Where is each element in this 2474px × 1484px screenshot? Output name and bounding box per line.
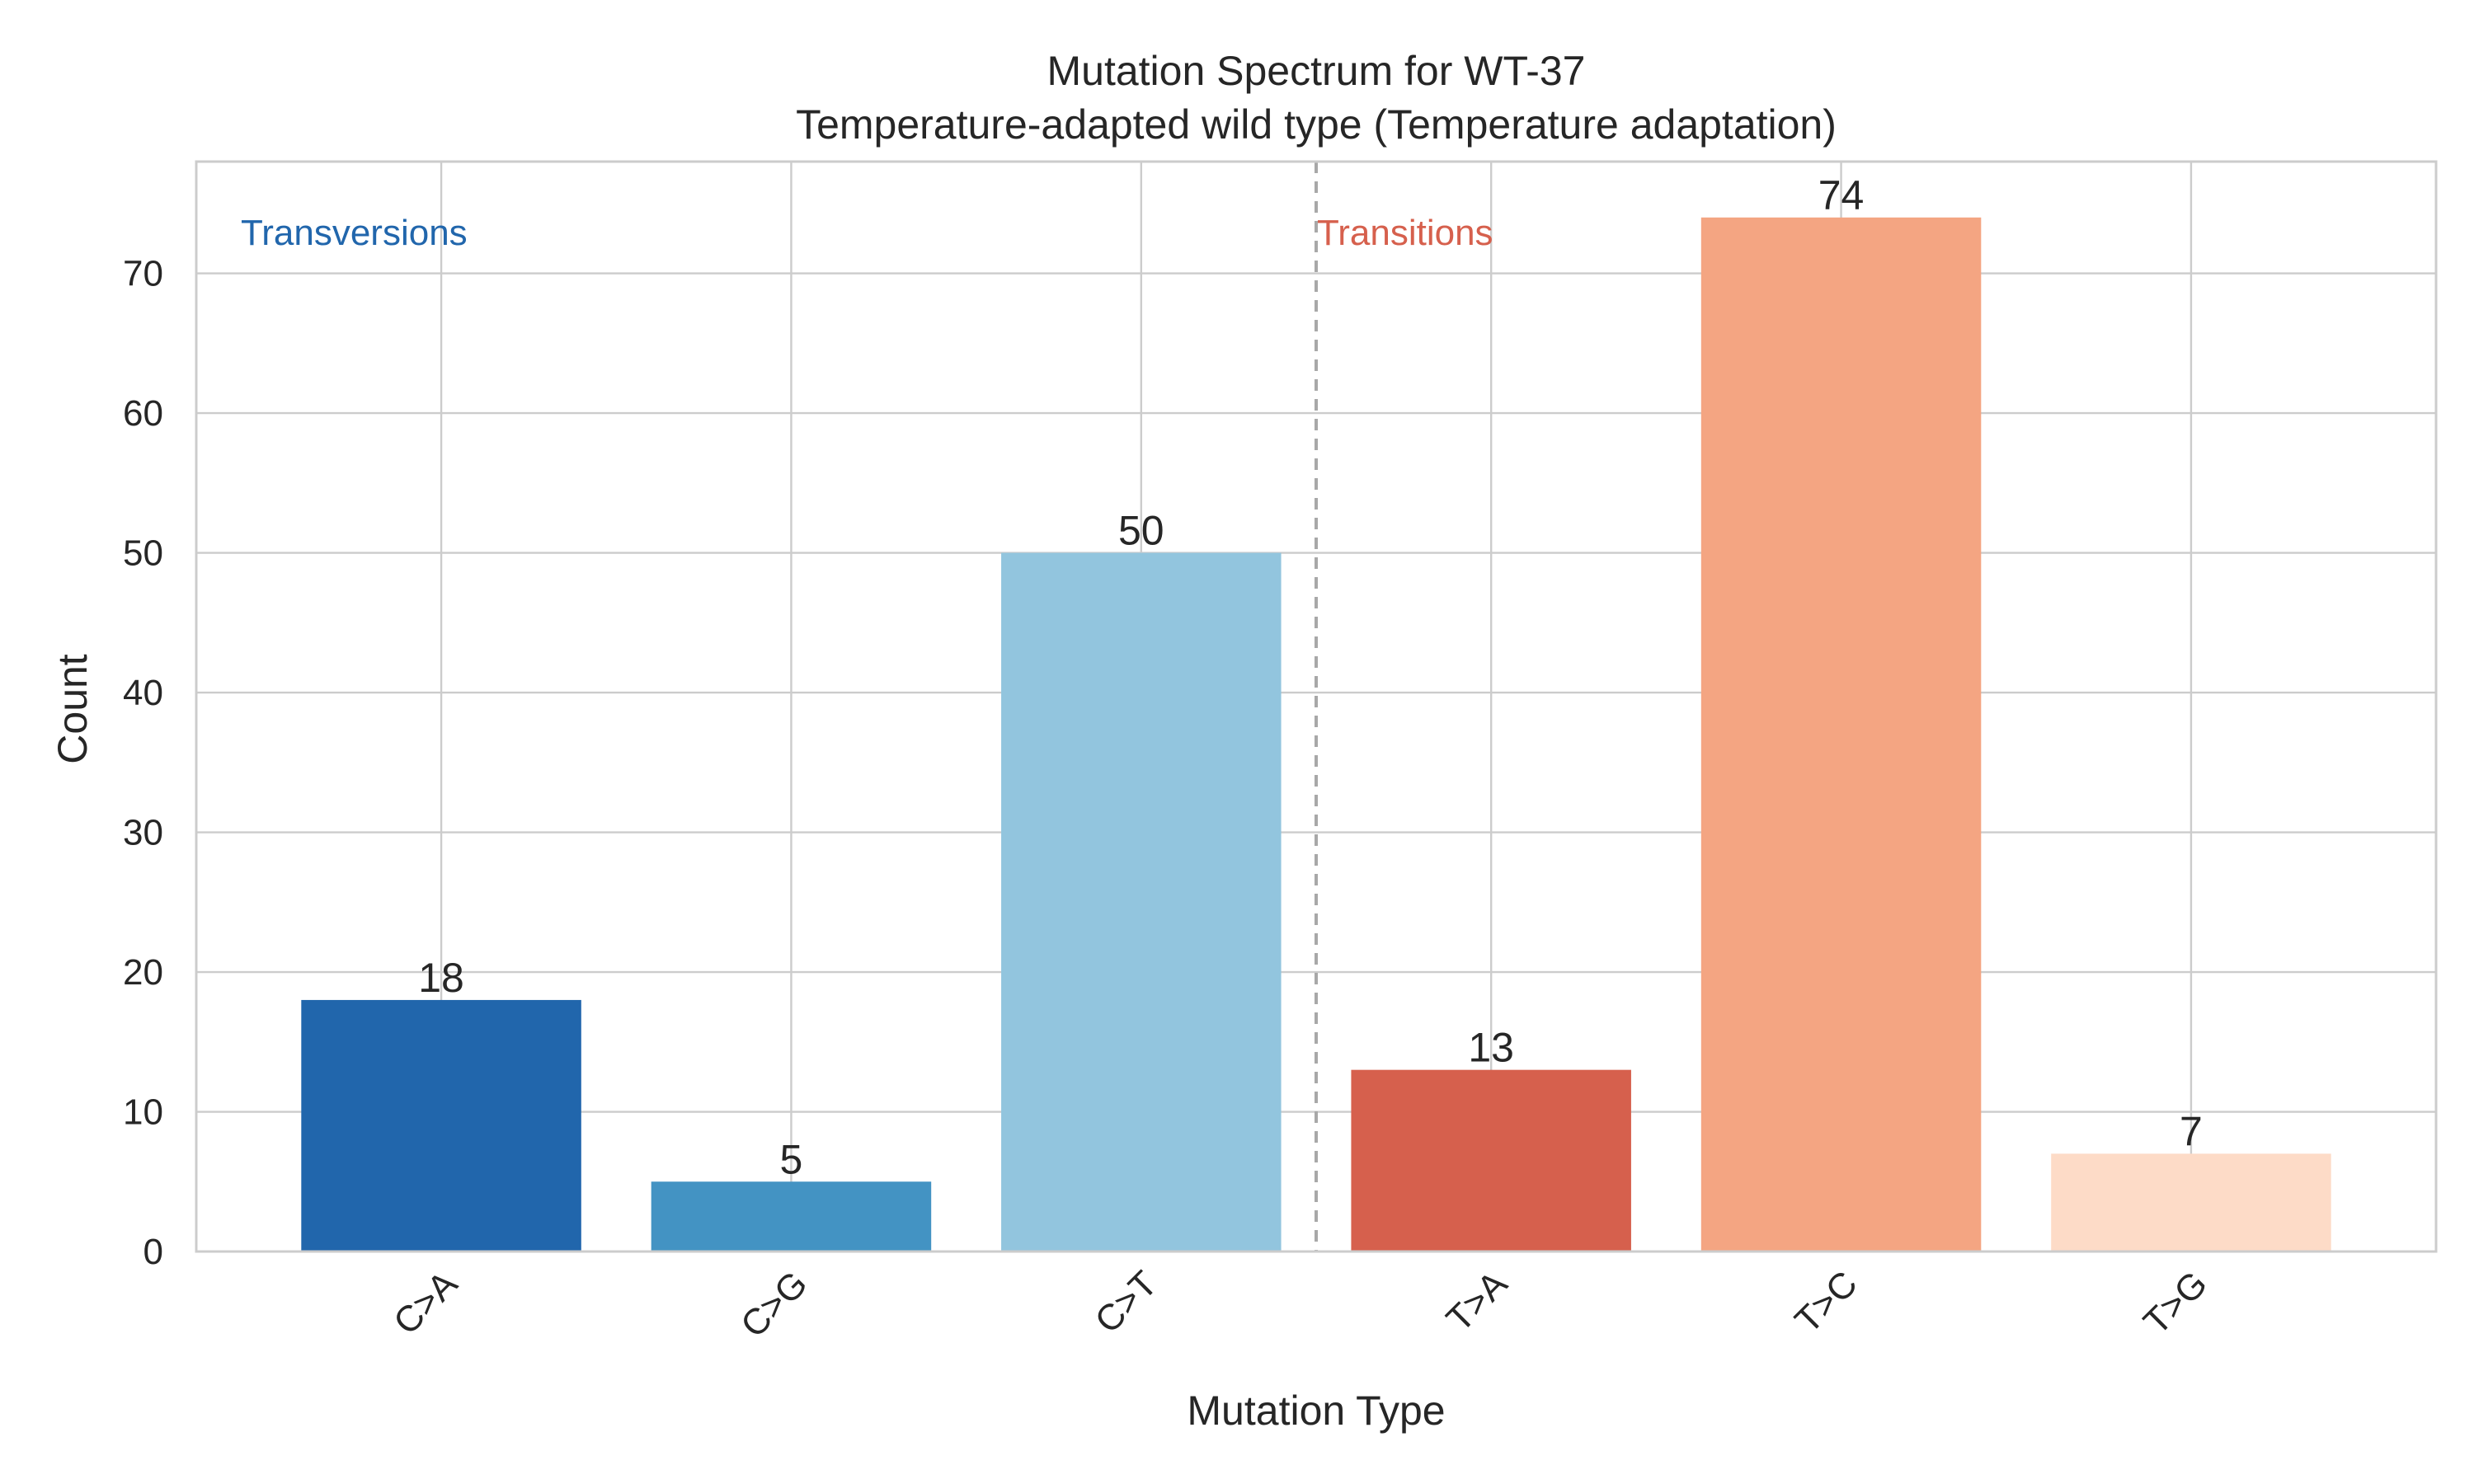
data-label-3: 13 — [1468, 1025, 1514, 1071]
bar-1 — [651, 1181, 932, 1252]
y-tick-label-1: 10 — [123, 1092, 163, 1133]
y-tick-label-4: 40 — [123, 673, 163, 713]
bar-4 — [1700, 217, 1982, 1252]
y-tick-label-3: 30 — [123, 813, 163, 853]
data-label-4: 74 — [1818, 172, 1865, 218]
y-tick-label-2: 20 — [123, 952, 163, 993]
y-axis-title: Count — [49, 654, 96, 764]
plot-frame — [195, 160, 2438, 1253]
y-tick-label-7: 70 — [123, 254, 163, 294]
x-axis-title: Mutation Type — [1187, 1388, 1445, 1434]
bar-5 — [2051, 1153, 2331, 1252]
y-tick-label-5: 50 — [123, 533, 163, 574]
bar-3 — [1351, 1069, 1631, 1252]
data-label-1: 5 — [780, 1136, 803, 1182]
chart-subtitle: Temperature-adapted wild type (Temperatu… — [796, 101, 1837, 148]
data-label-5: 7 — [2180, 1108, 2203, 1154]
y-tick-label-0: 0 — [143, 1232, 163, 1272]
data-label-0: 18 — [418, 955, 464, 1001]
data-label-2: 50 — [1118, 508, 1164, 554]
y-tick-label-6: 60 — [123, 393, 163, 434]
bars — [301, 217, 2331, 1252]
chart-title: Mutation Spectrum for WT-37 — [1047, 48, 1585, 94]
bar-0 — [301, 999, 581, 1252]
bar-2 — [1001, 552, 1282, 1252]
data-labels: 18 5 50 13 74 7 — [418, 172, 2203, 1182]
group-label-transitions: Transitions — [1317, 213, 1493, 253]
group-label-transversions: Transversions — [241, 213, 468, 253]
y-tick-labels: 0 10 20 30 40 50 60 70 — [123, 254, 163, 1272]
